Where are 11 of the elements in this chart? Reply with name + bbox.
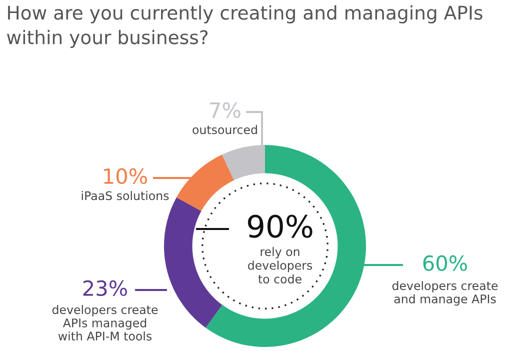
data-label: 7% [210,102,240,118]
slice-label: developers create APIs managed with API-M tools [52,305,158,341]
data-label: 60% [423,255,468,272]
slice-label: developers create and manage APIs [392,281,498,306]
slice-label: outsourced [192,125,257,134]
data-label: 10% [104,168,148,184]
slice-label: iPaaS solutions [82,191,169,200]
text: rely on developers to code [248,247,312,284]
data-label: 23% [83,280,128,296]
chart-title: How are you currently creating and managing APIs within your business? [7,5,482,48]
text: 90% [248,214,312,238]
